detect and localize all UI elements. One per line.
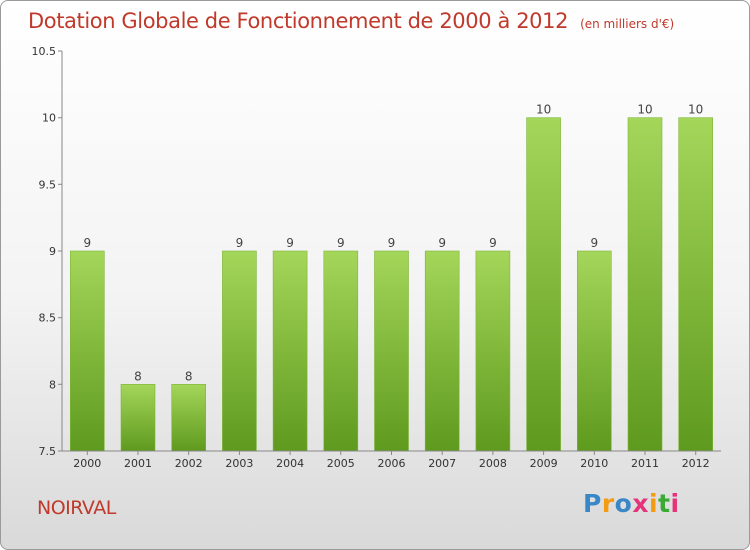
x-tick-label-2008: 2008 xyxy=(479,457,507,470)
data-label-2007: 9 xyxy=(438,236,446,250)
y-tick-label-9.5: 9.5 xyxy=(39,178,57,191)
logo-letter: t xyxy=(658,489,671,518)
y-tick-label-10: 10 xyxy=(42,112,56,125)
data-label-2009: 10 xyxy=(536,103,551,117)
commune-name: NOIRVAL xyxy=(37,497,116,519)
data-label-2011: 10 xyxy=(637,103,652,117)
logo-letter: P xyxy=(583,489,602,518)
data-label-2002: 8 xyxy=(185,369,193,383)
logo-letter: i xyxy=(670,489,680,518)
y-tick-label-10.5: 10.5 xyxy=(32,45,57,58)
bar-2010 xyxy=(576,250,612,452)
x-tick-label-2006: 2006 xyxy=(378,457,406,470)
y-tick-label-9: 9 xyxy=(49,245,56,258)
bar-2006 xyxy=(374,250,409,452)
logo-letter: o xyxy=(614,489,633,518)
bar-2007 xyxy=(424,250,460,452)
data-label-2010: 9 xyxy=(590,236,598,250)
x-tick-label-2007: 2007 xyxy=(428,457,456,470)
data-label-2005: 9 xyxy=(337,236,345,250)
bar-2003 xyxy=(222,250,257,452)
x-tick-label-2009: 2009 xyxy=(530,457,558,470)
x-tick-label-2004: 2004 xyxy=(276,457,304,470)
bar-2011 xyxy=(627,117,663,452)
data-label-2008: 9 xyxy=(489,236,497,250)
bar-2000 xyxy=(70,250,105,452)
proxiti-logo: Proxiti xyxy=(583,489,680,518)
y-tick-label-8.5: 8.5 xyxy=(39,312,57,325)
x-tick-label-2000: 2000 xyxy=(73,457,101,470)
x-tick-label-2001: 2001 xyxy=(124,457,152,470)
data-label-2004: 9 xyxy=(286,236,294,250)
data-label-2000: 9 xyxy=(83,236,91,250)
x-tick-label-2010: 2010 xyxy=(580,457,608,470)
logo-letter: i xyxy=(649,489,659,518)
y-tick-label-8: 8 xyxy=(49,378,56,391)
bar-2005 xyxy=(323,250,359,452)
data-label-2006: 9 xyxy=(388,236,396,250)
logo-letter: r xyxy=(601,489,615,518)
x-tick-label-2002: 2002 xyxy=(175,457,203,470)
bar-2002 xyxy=(171,383,206,452)
logo-letter: x xyxy=(632,489,649,518)
data-label-2001: 8 xyxy=(134,369,142,383)
data-label-2003: 9 xyxy=(236,236,244,250)
chart-title: Dotation Globale de Fonctionnement de 20… xyxy=(28,9,674,33)
bar-2008 xyxy=(475,250,511,452)
chart-title-text: Dotation Globale de Fonctionnement de 20… xyxy=(28,9,569,33)
x-tick-label-2012: 2012 xyxy=(682,457,710,470)
data-label-2012: 10 xyxy=(688,103,703,117)
chart-unit: (en milliers d'€) xyxy=(580,17,675,31)
bar-2004 xyxy=(272,250,308,452)
x-tick-label-2005: 2005 xyxy=(327,457,355,470)
bar-2012 xyxy=(678,117,714,452)
bar-2009 xyxy=(526,117,561,452)
y-tick-label-7.5: 7.5 xyxy=(39,445,57,458)
bar-2001 xyxy=(120,383,156,452)
x-tick-label-2011: 2011 xyxy=(631,457,659,470)
x-tick-label-2003: 2003 xyxy=(225,457,253,470)
